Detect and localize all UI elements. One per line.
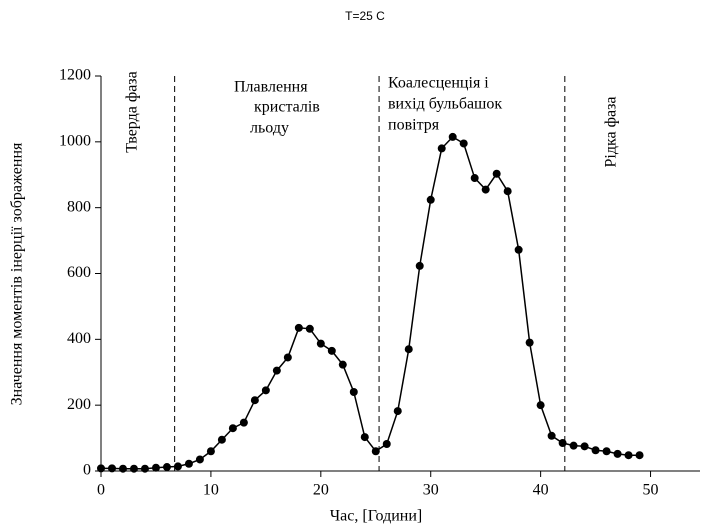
point	[437, 144, 446, 153]
point	[426, 195, 435, 204]
point	[525, 338, 534, 347]
point	[195, 455, 204, 464]
point	[327, 346, 336, 355]
point	[173, 462, 182, 471]
x-tick-label: 30	[423, 482, 439, 499]
point	[481, 185, 490, 194]
point	[107, 464, 116, 473]
y-axis-label: Значення моментів інерції зображення	[9, 142, 26, 405]
point	[459, 139, 468, 148]
point	[129, 464, 138, 473]
annotation: вихід бульбашок	[388, 96, 502, 113]
point	[613, 449, 622, 458]
point	[118, 464, 127, 473]
annotation: Тверда фаза	[124, 71, 141, 152]
point	[470, 174, 479, 183]
point	[393, 407, 402, 416]
point	[635, 451, 644, 460]
point	[536, 401, 545, 410]
x-axis-label: Час, [Години]	[330, 508, 422, 525]
point	[349, 388, 358, 396]
point	[503, 187, 512, 196]
point	[558, 439, 567, 448]
point	[624, 451, 633, 460]
point	[250, 396, 259, 405]
annotation: льоду	[250, 120, 289, 137]
y-tick-label: 200	[67, 396, 91, 413]
point	[228, 424, 237, 433]
point	[316, 339, 325, 348]
point	[151, 463, 160, 472]
x-tick-label: 0	[97, 482, 105, 499]
point	[602, 447, 611, 456]
point	[305, 324, 314, 333]
point	[591, 446, 600, 455]
point	[261, 386, 270, 395]
annotation: кристалів	[254, 99, 320, 116]
point	[140, 464, 149, 473]
annotation: повітря	[388, 117, 440, 134]
x-tick-label: 10	[203, 482, 219, 499]
point	[492, 169, 501, 178]
point	[206, 447, 215, 456]
point	[338, 360, 347, 369]
y-tick-label: 1200	[59, 67, 91, 84]
point	[415, 261, 424, 270]
y-tick-label: 600	[67, 264, 91, 281]
point	[184, 459, 193, 468]
point	[360, 433, 369, 442]
annotation: Плавлення	[234, 79, 308, 96]
chart-title: T=25 C	[345, 9, 385, 23]
y-tick-label: 400	[67, 330, 91, 347]
y-tick-label: 0	[83, 462, 91, 479]
x-tick-label: 50	[643, 482, 659, 499]
line	[101, 135, 640, 470]
x-tick-label: 20	[313, 482, 329, 499]
point	[569, 441, 578, 450]
annotation: Коалесценція і	[388, 75, 489, 92]
point	[580, 442, 589, 451]
point	[448, 132, 457, 141]
point	[272, 366, 281, 375]
point	[294, 323, 303, 332]
point	[239, 418, 248, 427]
point	[162, 463, 171, 472]
point	[97, 464, 105, 473]
annotation: Рідка фаза	[603, 96, 620, 167]
y-tick-label: 1000	[59, 133, 91, 150]
point	[371, 447, 380, 456]
point	[382, 440, 391, 449]
point	[217, 435, 226, 444]
x-tick-label: 40	[533, 482, 549, 499]
point	[514, 245, 523, 254]
point	[404, 345, 413, 354]
point	[283, 353, 292, 362]
point	[547, 431, 556, 440]
y-tick-label: 800	[67, 198, 91, 215]
